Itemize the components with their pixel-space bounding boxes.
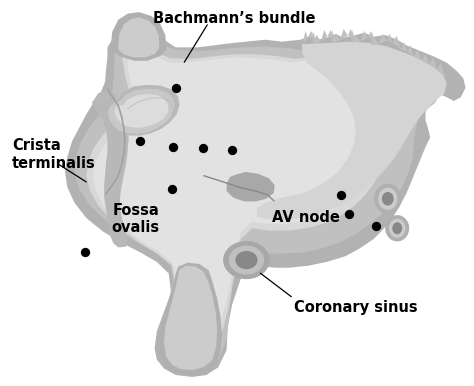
Text: Crista
terminalis: Crista terminalis xyxy=(12,139,95,171)
Polygon shape xyxy=(408,45,414,57)
Polygon shape xyxy=(360,31,368,42)
PathPatch shape xyxy=(164,266,217,370)
Polygon shape xyxy=(351,35,360,43)
Polygon shape xyxy=(378,34,387,44)
Polygon shape xyxy=(308,31,315,38)
Ellipse shape xyxy=(375,185,401,213)
Point xyxy=(170,144,177,150)
Polygon shape xyxy=(312,31,315,44)
PathPatch shape xyxy=(257,42,447,220)
Point xyxy=(168,186,176,192)
Ellipse shape xyxy=(379,188,397,209)
Polygon shape xyxy=(414,50,422,61)
Polygon shape xyxy=(331,30,334,43)
Point xyxy=(199,145,207,151)
PathPatch shape xyxy=(93,48,393,357)
PathPatch shape xyxy=(74,32,439,369)
Ellipse shape xyxy=(393,223,401,234)
PathPatch shape xyxy=(86,42,408,362)
PathPatch shape xyxy=(111,12,166,61)
Point xyxy=(82,249,89,256)
Polygon shape xyxy=(371,37,378,46)
PathPatch shape xyxy=(65,22,465,377)
PathPatch shape xyxy=(92,90,128,247)
Polygon shape xyxy=(392,36,401,49)
Polygon shape xyxy=(401,42,408,52)
Ellipse shape xyxy=(390,220,405,237)
Text: Bachmann’s bundle: Bachmann’s bundle xyxy=(154,11,316,26)
Polygon shape xyxy=(387,34,392,43)
Point xyxy=(346,211,353,217)
Polygon shape xyxy=(328,30,334,37)
Polygon shape xyxy=(438,63,444,75)
Polygon shape xyxy=(351,30,354,43)
Text: Fossa
ovalis: Fossa ovalis xyxy=(111,203,160,235)
Polygon shape xyxy=(371,32,374,46)
Ellipse shape xyxy=(386,216,409,241)
Text: AV node: AV node xyxy=(273,210,340,225)
Point xyxy=(172,85,180,91)
Polygon shape xyxy=(340,29,348,41)
PathPatch shape xyxy=(118,17,159,58)
Polygon shape xyxy=(348,29,354,37)
Point xyxy=(228,147,236,153)
Polygon shape xyxy=(368,31,374,39)
Polygon shape xyxy=(331,34,340,43)
Point xyxy=(337,192,345,198)
PathPatch shape xyxy=(108,89,175,134)
Point xyxy=(372,222,380,229)
Polygon shape xyxy=(303,31,308,44)
Point xyxy=(137,138,144,144)
Polygon shape xyxy=(312,35,321,44)
PathPatch shape xyxy=(227,172,275,201)
Circle shape xyxy=(224,242,269,278)
Polygon shape xyxy=(321,30,328,42)
Circle shape xyxy=(236,252,257,269)
Text: Coronary sinus: Coronary sinus xyxy=(293,300,417,315)
PathPatch shape xyxy=(160,263,222,375)
PathPatch shape xyxy=(108,85,180,135)
Polygon shape xyxy=(422,54,429,64)
Ellipse shape xyxy=(383,193,393,205)
PathPatch shape xyxy=(115,94,168,128)
Polygon shape xyxy=(429,58,438,69)
Circle shape xyxy=(229,246,264,274)
